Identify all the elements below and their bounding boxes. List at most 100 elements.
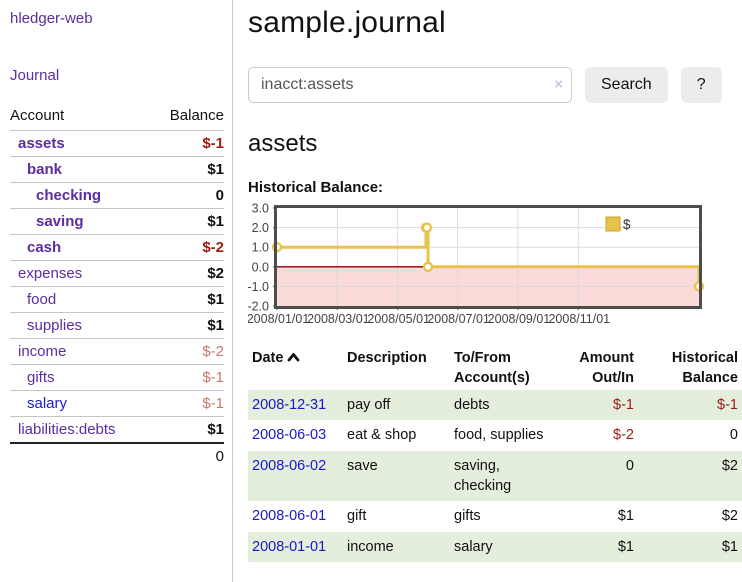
account-balance: $-2 [151,234,224,261]
account-link[interactable]: bank [27,161,63,178]
search-form: × Search ? [248,67,742,103]
account-balance: $1 [151,312,224,339]
account-row: checking 0 [10,182,224,209]
transaction-amount: $1 [617,538,634,555]
transaction-row: 2008-12-31 pay off debts $-1 $-1 [248,390,742,421]
svg-text:0.0: 0.0 [252,260,269,274]
account-link[interactable]: saving [36,213,84,230]
account-balance: $-1 [151,364,224,391]
accounts-table: Account Balance assets $-1 bank $1 checking 0… [10,105,224,469]
transaction-accounts: debts [454,397,490,414]
transaction-balance: $-1 [717,397,738,414]
transaction-balance: $1 [721,538,738,555]
transaction-accounts: salary [454,538,493,555]
transaction-row: 2008-06-02 save saving, checking 0 $2 [248,450,742,502]
app-title-link[interactable]: hledger-web [10,10,93,27]
page-title: sample.journal [248,6,446,39]
account-row: expenses $2 [10,260,224,287]
account-row: liabilities:debts $1 [10,416,224,443]
account-balance: $1 [151,208,224,235]
account-link[interactable]: cash [27,239,62,256]
transaction-date-link[interactable]: 2008-01-01 [252,538,327,555]
search-input[interactable] [248,67,572,103]
account-link[interactable]: salary [27,395,68,412]
sort-ascending-icon [288,353,300,362]
historical-balance-chart: 3.0 2.0 1.0 0.0 -1.0 -2.0 2008/01/01 2008/03/01… [247,201,742,335]
svg-text:-1.0: -1.0 [248,280,269,294]
account-link[interactable]: income [18,343,67,360]
svg-text:2008/09/01: 2008/09/01 [488,312,551,326]
account-row: income $-2 [10,338,224,365]
transactions-header-amount: Amount Out/In [579,350,634,386]
transactions-header-description: Description [347,350,427,366]
account-balance: $2 [151,260,224,287]
transactions-table-body: 2008-12-31 pay off debts $-1 $-1 2008-06-03 ea… [248,390,742,562]
main-content: sample.journal × Search ? assets Histori… [247,0,742,562]
transaction-description: gift [347,508,367,525]
svg-text:2.0: 2.0 [252,221,269,235]
transaction-balance: $2 [721,457,738,474]
transaction-date-link[interactable]: 2008-06-01 [252,508,327,525]
accounts-total-row: 0 [10,442,224,469]
search-button[interactable]: Search [585,67,668,103]
transaction-amount: $-1 [613,397,634,414]
account-link[interactable]: liabilities:debts [18,421,116,438]
account-heading: assets [248,130,318,157]
account-link[interactable]: food [27,291,57,308]
transaction-description: eat & shop [347,427,417,444]
account-row: assets $-1 [10,130,224,157]
transaction-description: income [347,538,394,555]
svg-text:2008/05/01: 2008/05/01 [367,312,430,326]
chart-title: Historical Balance: [248,179,384,196]
account-link[interactable]: expenses [18,265,83,282]
account-balance: $1 [151,416,224,443]
transactions-header-date[interactable]: Date [248,347,343,390]
svg-text:-2.0: -2.0 [248,300,269,314]
transaction-amount: $-2 [613,427,634,444]
account-row: supplies $1 [10,312,224,339]
svg-text:2008/07/01: 2008/07/01 [427,312,490,326]
transaction-date-link[interactable]: 2008-06-02 [252,457,327,474]
accounts-header-balance: Balance [169,107,224,124]
svg-text:2008/03/01: 2008/03/01 [307,312,370,326]
account-row: salary $-1 [10,390,224,417]
account-row: gifts $-1 [10,364,224,391]
account-row: bank $1 [10,156,224,183]
account-link[interactable]: supplies [27,317,83,334]
accounts-table-body: assets $-1 bank $1 checking 0 saving $1 cash $-2 e… [10,130,224,469]
sidebar-item-journal[interactable]: Journal [10,67,60,84]
transaction-row: 2008-06-03 eat & shop food, supplies $-2 0 [248,420,742,450]
account-row: saving $1 [10,208,224,235]
transactions-table: Date Description To/From Account(s) Amou… [248,347,742,562]
sidebar: hledger-web Journal Account Balance asse… [0,0,233,582]
account-link[interactable]: assets [18,135,65,152]
account-link[interactable]: checking [36,187,102,204]
account-balance: $-2 [151,338,224,365]
account-row: cash $-2 [10,234,224,261]
transaction-row: 2008-06-01 gift gifts $1 $2 [248,501,742,531]
transaction-accounts: saving, checking [454,457,512,495]
transaction-description: pay off [347,397,391,414]
transaction-row: 2008-01-01 income salary $1 $1 [248,531,742,562]
svg-text:3.0: 3.0 [252,202,269,216]
clear-search-icon[interactable]: × [554,76,563,93]
help-button[interactable]: ? [680,67,722,103]
transactions-header-balance: Historical Balance [671,350,738,386]
transactions-header-accounts: To/From Account(s) [454,350,530,386]
transaction-accounts: gifts [454,508,481,525]
transaction-balance: 0 [729,427,738,444]
svg-text:1.0: 1.0 [252,241,269,255]
transaction-balance: $2 [721,508,738,525]
svg-text:2008/01/01: 2008/01/01 [248,312,309,326]
account-row: food $1 [10,286,224,313]
account-balance: 0 [151,182,224,209]
transaction-amount: $1 [617,508,634,525]
transaction-accounts: food, supplies [454,427,544,444]
transaction-date-link[interactable]: 2008-12-31 [252,397,327,414]
accounts-header-account: Account [10,107,65,124]
account-balance: $1 [151,286,224,313]
transaction-date-link[interactable]: 2008-06-03 [252,427,327,444]
svg-text:2008/11/01: 2008/11/01 [548,312,610,326]
accounts-total-balance: 0 [151,442,224,469]
account-link[interactable]: gifts [27,369,55,386]
